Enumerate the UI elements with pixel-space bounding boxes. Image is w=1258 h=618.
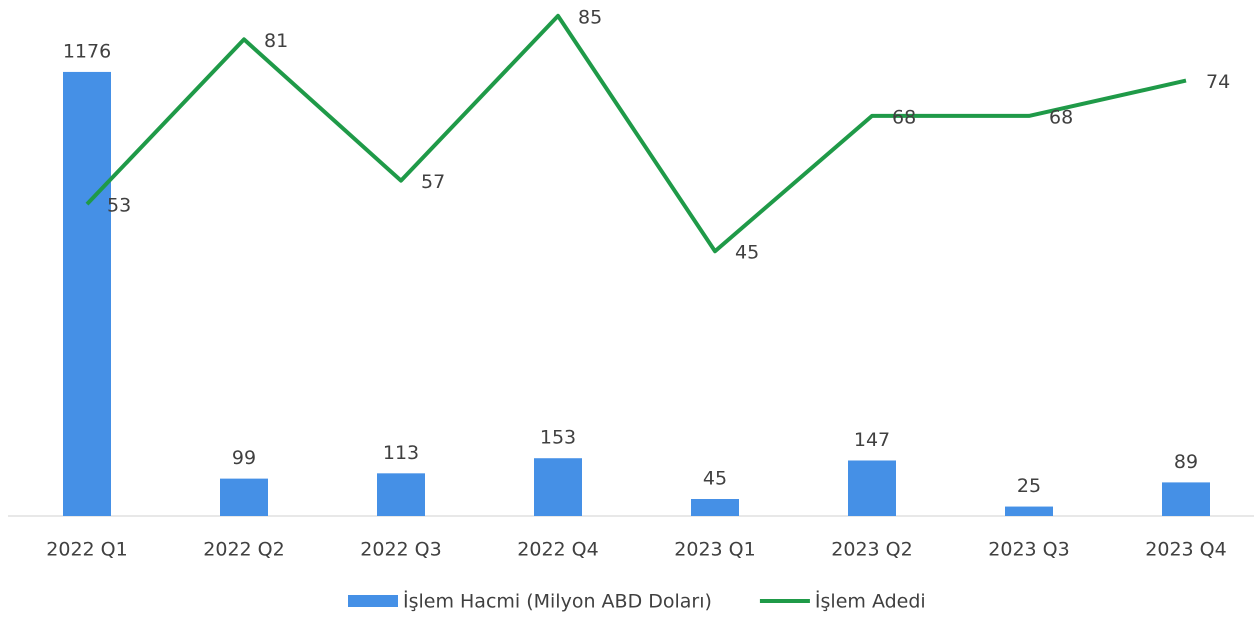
data-label: 25 bbox=[1017, 475, 1041, 497]
x-tick-label: 2022 Q1 bbox=[46, 539, 127, 561]
bar bbox=[1005, 506, 1053, 516]
legend-label: İşlem Adedi bbox=[815, 590, 926, 613]
data-label: 99 bbox=[232, 447, 256, 469]
bar bbox=[377, 473, 425, 516]
data-label: 68 bbox=[1049, 106, 1073, 128]
line bbox=[85, 13, 1187, 254]
bar bbox=[63, 71, 111, 517]
x-tick-label: 2023 Q3 bbox=[988, 539, 1069, 561]
x-tick-label: 2022 Q4 bbox=[517, 539, 598, 561]
x-tick-label: 2022 Q3 bbox=[360, 539, 441, 561]
bar bbox=[1162, 482, 1210, 516]
x-tick-label: 2022 Q2 bbox=[203, 539, 284, 561]
bar bbox=[691, 499, 739, 516]
data-label: 57 bbox=[421, 171, 445, 193]
data-label: 45 bbox=[735, 242, 759, 264]
data-label: 153 bbox=[540, 427, 576, 449]
data-label: 147 bbox=[854, 429, 890, 451]
bar bbox=[220, 478, 268, 516]
data-label: 74 bbox=[1206, 71, 1230, 93]
legend-swatch bbox=[348, 595, 398, 607]
data-label: 81 bbox=[264, 30, 288, 52]
legend-label: İşlem Hacmi (Milyon ABD Doları) bbox=[403, 590, 712, 613]
bar bbox=[848, 460, 896, 516]
data-label: 113 bbox=[383, 442, 419, 464]
x-tick-label: 2023 Q2 bbox=[831, 539, 912, 561]
data-label: 1176 bbox=[63, 40, 111, 62]
data-label: 89 bbox=[1174, 451, 1198, 473]
data-label: 45 bbox=[703, 468, 727, 490]
data-label: 85 bbox=[578, 6, 602, 28]
data-label: 53 bbox=[107, 195, 131, 217]
bar bbox=[534, 458, 582, 516]
data-label: 68 bbox=[892, 106, 916, 128]
x-tick-label: 2023 Q4 bbox=[1145, 539, 1226, 561]
x-tick-label: 2023 Q1 bbox=[674, 539, 755, 561]
